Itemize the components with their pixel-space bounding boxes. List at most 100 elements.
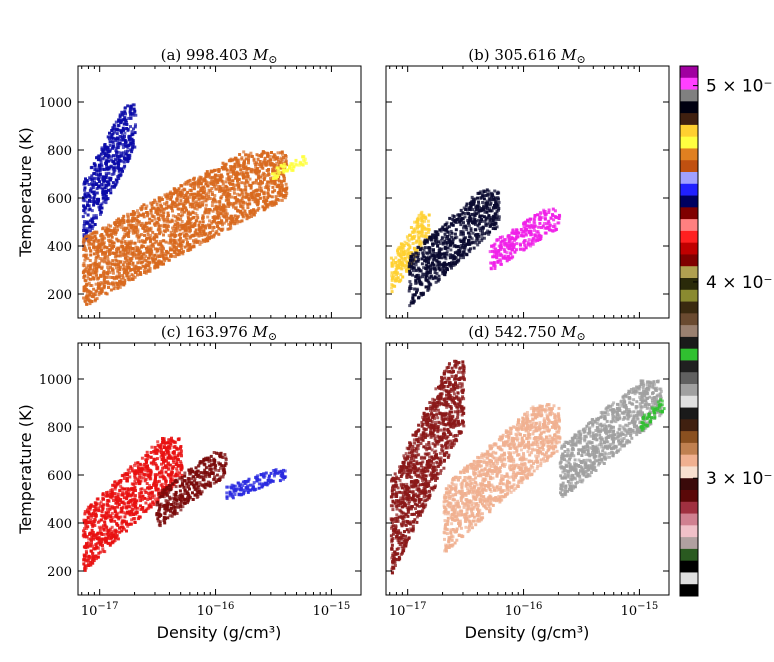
heatmap-cell [440, 236, 444, 240]
heatmap-cell [94, 554, 97, 558]
heatmap-cell [494, 216, 498, 220]
heatmap-cell [224, 217, 228, 221]
heatmap-cell [428, 251, 432, 255]
heatmap-cell [448, 262, 451, 265]
heatmap-cell [204, 207, 208, 211]
heatmap-cell [131, 224, 135, 227]
heatmap-cell [473, 212, 476, 216]
heatmap-cell [158, 199, 162, 203]
heatmap-cell [460, 216, 464, 220]
heatmap-cell [90, 515, 93, 519]
heatmap-cell [82, 237, 86, 241]
heatmap-cell [214, 183, 218, 187]
heatmap-cell [138, 495, 142, 498]
heatmap-cell [184, 197, 188, 201]
heatmap-cell [455, 221, 459, 224]
heatmap-cell [117, 120, 121, 124]
heatmap-cell [170, 219, 174, 223]
heatmap-cell [454, 256, 458, 260]
heatmap-cell [154, 262, 158, 266]
heatmap-cell [171, 214, 175, 218]
heatmap-cell [244, 178, 248, 182]
heatmap-cell [493, 264, 497, 268]
heatmap-cell [85, 551, 88, 555]
heatmap-cell [232, 165, 236, 169]
heatmap-cell [154, 486, 158, 489]
heatmap-cell [128, 108, 132, 112]
heatmap-cell [268, 200, 272, 204]
heatmap-cell [101, 177, 105, 181]
heatmap-cell [159, 224, 163, 228]
heatmap-cell [446, 268, 449, 272]
heatmap-cell [217, 220, 221, 224]
heatmap-cell [468, 232, 472, 236]
heatmap-cell [138, 515, 142, 519]
heatmap-cell [262, 162, 266, 166]
heatmap-cell [123, 515, 127, 519]
heatmap-cell [178, 228, 182, 232]
heatmap-cell [153, 253, 157, 257]
heatmap-cell [229, 168, 233, 172]
heatmap-cell [97, 184, 101, 188]
heatmap-cell [218, 187, 222, 191]
heatmap-cell [97, 173, 101, 177]
heatmap-cell [120, 110, 124, 114]
heatmap-cell [115, 533, 119, 537]
heatmap-cell [240, 181, 244, 185]
heatmap-cell [111, 241, 114, 245]
heatmap-cell [94, 543, 98, 547]
heatmap-cell [429, 268, 433, 271]
heatmap-cell [140, 205, 144, 209]
heatmap-cell [274, 199, 278, 203]
heatmap-cell [87, 268, 91, 272]
heatmap-cell [131, 226, 134, 230]
heatmap-cell [432, 248, 435, 252]
heatmap-cell [123, 256, 127, 260]
heatmap-cell [538, 215, 542, 219]
heatmap-cell [259, 175, 263, 179]
heatmap-cell [238, 201, 242, 205]
heatmap-cell [119, 120, 123, 124]
heatmap-cell [131, 145, 135, 148]
heatmap-cell [437, 274, 441, 278]
heatmap-cell [229, 224, 232, 228]
heatmap-cell [89, 563, 93, 567]
heatmap-cell [174, 463, 178, 466]
heatmap-cell [237, 185, 241, 189]
heatmap-cell [142, 224, 146, 228]
heatmap-cell [100, 183, 103, 186]
heatmap-cell [469, 229, 473, 233]
heatmap-cell [491, 219, 495, 222]
heatmap-cell [112, 172, 116, 176]
heatmap-cell [177, 191, 181, 194]
heatmap-cell [121, 169, 124, 173]
heatmap-cell [218, 200, 222, 204]
heatmap-cell [425, 278, 429, 282]
heatmap-cell [241, 203, 245, 207]
heatmap-cell [210, 221, 214, 225]
heatmap-cell [119, 278, 123, 281]
heatmap-cell [221, 180, 225, 184]
heatmap-cell [178, 202, 182, 206]
heatmap-cell [125, 158, 129, 162]
heatmap-cell [493, 255, 497, 259]
heatmap-cell [284, 187, 288, 191]
heatmap-cell [116, 228, 119, 232]
heatmap-cell [401, 260, 405, 264]
heatmap-cell [218, 185, 222, 189]
heatmap-cell [421, 220, 425, 224]
heatmap-cell [221, 210, 225, 214]
heatmap-cell [147, 503, 151, 507]
heatmap-cell [88, 506, 92, 510]
heatmap-cell [220, 175, 224, 179]
heatmap-cell [188, 243, 192, 247]
heatmap-cell [82, 209, 86, 213]
heatmap-cell [199, 193, 203, 197]
heatmap-cell [189, 221, 193, 225]
heatmap-cell [427, 261, 430, 265]
heatmap-cell [482, 197, 486, 201]
heatmap-cell [110, 276, 114, 279]
heatmap-cell [211, 229, 215, 233]
heatmap-cell [85, 179, 89, 183]
